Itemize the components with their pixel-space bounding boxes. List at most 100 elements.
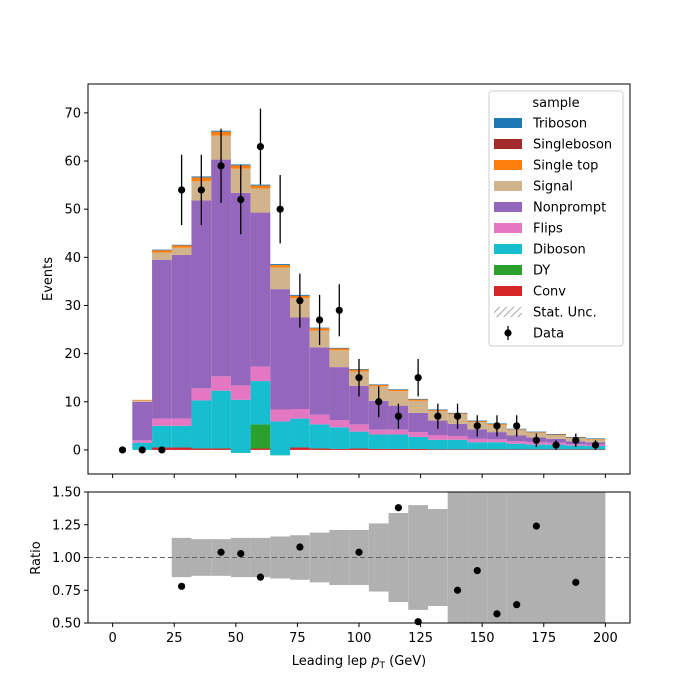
bar-diboson-20 <box>506 443 527 450</box>
data-point-15 <box>414 374 422 382</box>
legend-swatch-flips <box>494 223 522 233</box>
unc-band-bin-13 <box>427 509 448 606</box>
ratio-point-12 <box>532 522 540 530</box>
bar-nonprompt-7 <box>250 212 271 367</box>
bar-conv-4 <box>191 448 212 450</box>
main-y-tick-label-20: 20 <box>64 347 81 362</box>
bar-flips-10 <box>309 414 330 425</box>
ratio-y-tick-label-4: 1.50 <box>52 486 81 501</box>
bar-flips-17 <box>447 435 468 440</box>
bar-diboson-10 <box>309 424 330 449</box>
ratio-point-13 <box>572 578 580 586</box>
bar-nonprompt-3 <box>171 254 192 419</box>
bar-conv-13 <box>368 448 389 450</box>
y-axis-label: Events <box>41 257 56 301</box>
bar-nonprompt-6 <box>230 192 251 386</box>
bar-triboson-2 <box>152 249 172 251</box>
bar-nonprompt-10 <box>309 347 330 415</box>
bar-flips-7 <box>250 366 271 382</box>
legend-label-singleboson: Singleboson <box>533 138 612 153</box>
bar-signal-7 <box>250 188 271 213</box>
legend-swatch-nonprompt <box>494 202 522 212</box>
data-point-14 <box>394 412 403 420</box>
legend-swatch-signal <box>494 181 522 191</box>
unc-band-bin-11 <box>388 512 409 603</box>
bar-single-top-11 <box>329 348 350 351</box>
data-point-8 <box>276 205 284 213</box>
x-tick-label-50: 50 <box>228 631 245 646</box>
data-point-17 <box>453 412 462 420</box>
data-point-7 <box>256 142 265 151</box>
main-y-tick-label-70: 70 <box>64 106 81 121</box>
ratio-point-5 <box>355 548 363 556</box>
data-point-18 <box>473 422 481 430</box>
bar-conv-5 <box>211 448 231 450</box>
bar-single-top-15 <box>408 399 428 401</box>
main-y-tick-label-10: 10 <box>64 395 81 410</box>
ratio-point-9 <box>473 567 481 575</box>
legend-label-stat-unc: Stat. Unc. <box>533 306 597 321</box>
bar-diboson-18 <box>467 442 488 450</box>
bar-single-top-1 <box>132 399 153 401</box>
x-tick-label-175: 175 <box>531 631 556 646</box>
bar-single-top-21 <box>526 432 547 433</box>
bar-nonprompt-5 <box>211 159 231 377</box>
bar-nonprompt-15 <box>408 412 428 433</box>
ratio-point-8 <box>453 586 462 594</box>
bar-triboson-3 <box>171 244 192 246</box>
bar-conv-23 <box>565 449 586 451</box>
bar-nonprompt-8 <box>270 289 291 410</box>
legend-swatch-conv <box>494 286 522 296</box>
bar-triboson-8 <box>270 264 291 266</box>
bar-triboson-22 <box>546 434 566 435</box>
main-y-tick-label-30: 30 <box>64 299 81 314</box>
main-y-ticks: 0 10 20 30 40 50 60 70 <box>64 106 88 458</box>
main-y-tick-label-50: 50 <box>64 203 81 218</box>
bar-flips-16 <box>427 435 448 440</box>
legend-label-single-top: Single top <box>533 159 598 174</box>
bar-single-top-24 <box>585 438 606 440</box>
bar-flips-3 <box>171 418 192 426</box>
legend-title: sample <box>532 96 579 111</box>
ratio-y-tick-label-1: 0.75 <box>52 584 81 599</box>
ratio-point-4 <box>296 543 304 551</box>
legend-label-conv: Conv <box>533 285 566 300</box>
bar-conv-11 <box>329 448 350 450</box>
x-tick-label-75: 75 <box>289 631 306 646</box>
x-tick-label-0: 0 <box>108 631 116 646</box>
legend-swatch-triboson <box>494 118 522 128</box>
bar-triboson-14 <box>388 389 409 390</box>
bar-flips-1 <box>132 440 153 443</box>
bar-diboson-9 <box>290 418 310 448</box>
data-point-2 <box>158 446 166 454</box>
bar-single-top-13 <box>368 384 389 387</box>
bar-diboson-14 <box>388 434 409 449</box>
ratio-point-3 <box>256 573 265 581</box>
bar-flips-14 <box>388 429 409 435</box>
data-points <box>118 108 600 454</box>
bar-signal-2 <box>152 252 172 260</box>
ratio-point-11 <box>513 601 521 609</box>
bar-nonprompt-1 <box>132 401 153 441</box>
legend-swatch-stat-unc <box>494 307 522 317</box>
data-point-0 <box>118 446 127 454</box>
data-point-10 <box>315 316 324 324</box>
ratio-y-tick-label-3: 1.25 <box>52 518 81 533</box>
bar-single-top-22 <box>546 434 566 436</box>
bar-flips-6 <box>230 385 251 400</box>
unc-band-bin-7 <box>309 532 330 583</box>
x-tick-label-200: 200 <box>593 631 618 646</box>
bar-conv-12 <box>349 448 369 450</box>
bar-flips-11 <box>329 420 350 428</box>
bar-triboson-11 <box>329 347 350 349</box>
x-tick-label-100: 100 <box>347 631 372 646</box>
bar-diboson-5 <box>211 390 231 449</box>
bar-diboson-13 <box>368 434 389 449</box>
legend-swatch-single-top <box>494 160 522 170</box>
bar-triboson-13 <box>368 384 389 386</box>
bar-signal-3 <box>171 247 192 255</box>
bar-single-top-7 <box>250 185 271 189</box>
ratio-y-tick-label-0: 0.50 <box>52 617 81 632</box>
bar-diboson-2 <box>152 425 172 448</box>
legend-swatch-diboson <box>494 244 522 254</box>
